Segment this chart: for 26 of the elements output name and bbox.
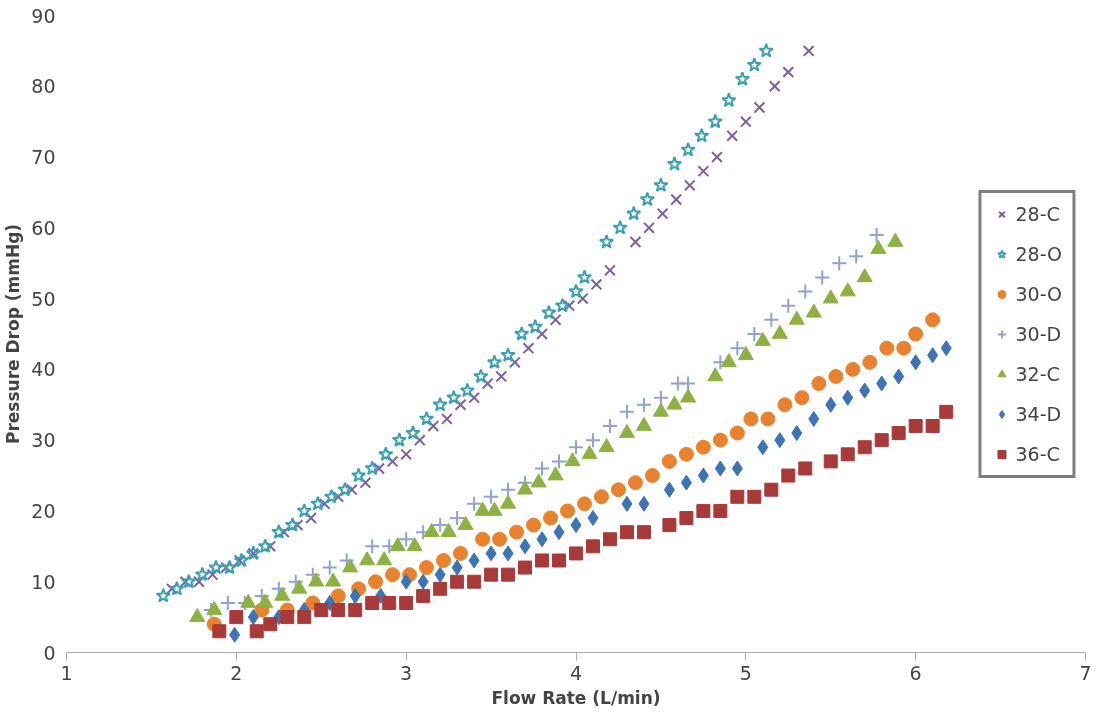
y-tick-label: 40 xyxy=(31,358,56,381)
x-tick-label: 6 xyxy=(909,661,922,684)
x-axis-title: Flow Rate (L/min) xyxy=(491,687,661,708)
x-tick-label: 4 xyxy=(569,661,583,684)
legend-label: 34-D xyxy=(1015,402,1062,425)
legend-label: 30-D xyxy=(1015,322,1062,345)
y-tick-label: 0 xyxy=(43,641,56,664)
legend-label: 30-O xyxy=(1015,282,1062,305)
y-tick-label: 70 xyxy=(31,146,56,169)
legend-label: 32-C xyxy=(1015,362,1060,385)
y-tick-label: 20 xyxy=(31,499,56,522)
legend-label: 28-O xyxy=(1015,242,1062,265)
y-tick-label: 60 xyxy=(31,216,56,239)
y-tick-label: 10 xyxy=(31,570,56,593)
y-tick-label: 50 xyxy=(31,287,56,310)
y-tick-label: 90 xyxy=(31,4,56,27)
x-tick-label: 5 xyxy=(739,661,752,684)
x-tick-label: 3 xyxy=(400,661,413,684)
y-axis-title: Pressure Drop (mmHg) xyxy=(3,223,24,445)
y-tick-label: 80 xyxy=(31,75,56,98)
legend-label: 28-C xyxy=(1015,202,1060,225)
x-tick-label: 1 xyxy=(60,661,73,684)
y-tick-label: 30 xyxy=(31,429,56,452)
legend-label: 36-C xyxy=(1015,442,1060,465)
x-tick-label: 7 xyxy=(1079,661,1092,684)
x-tick-label: 2 xyxy=(230,661,243,684)
